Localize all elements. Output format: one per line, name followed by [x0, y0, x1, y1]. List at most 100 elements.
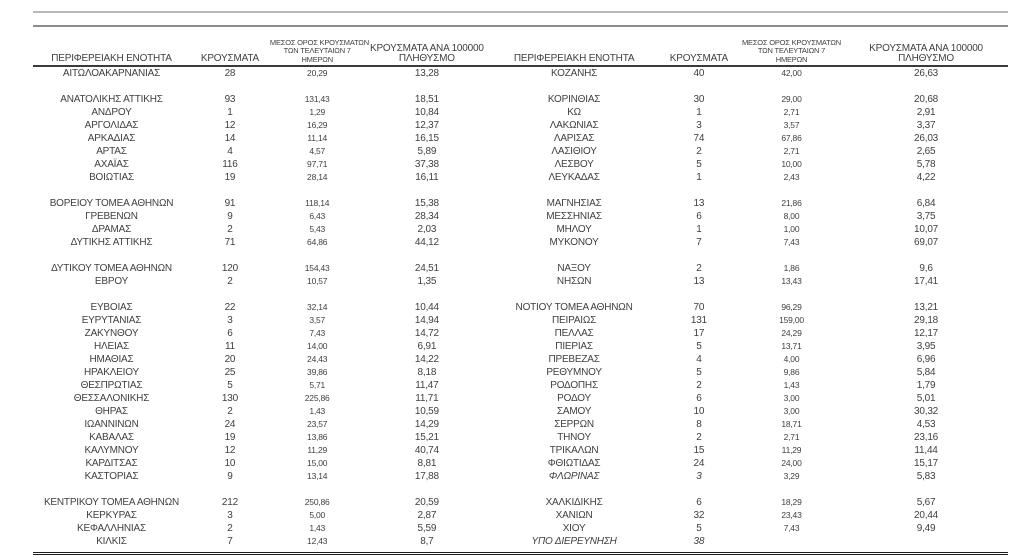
left-avg7-cell: 5,00	[309, 510, 326, 520]
right-region-cell: ΠΕΙΡΑΙΩΣ	[552, 315, 597, 326]
table-row: ΔΥΤΙΚΟΥ ΤΟΜΕΑ ΑΘΗΝΩΝ 120 154,43 24,51 ΝΑΞΟΥ 2…	[33, 262, 1008, 275]
right-region-cell: ΡΟΔΟΥ	[557, 393, 591, 404]
right-per100k-cell: 20,44	[914, 510, 939, 521]
right-per100k-cell: 20,68	[914, 94, 939, 105]
left-avg7-cell	[270, 184, 365, 197]
header-per100k-left-line2: ΠΛΗΘΥΣΜΟ	[398, 53, 455, 64]
left-cases-cell: 3	[227, 315, 233, 326]
right-per100k-cell: 5,83	[916, 471, 936, 482]
right-region-cell: ΛΑΚΩΝΙΑΣ	[549, 120, 599, 131]
left-cases-cell	[190, 249, 270, 262]
right-region-cell: ΦΘΙΩΤΙΔΑΣ	[547, 458, 601, 469]
right-region-cell: ΧΑΝΙΩΝ	[555, 510, 593, 521]
right-per100k-cell: 5,84	[916, 367, 936, 378]
left-cases-cell: 5	[227, 380, 233, 391]
top-rule-dark	[33, 25, 1008, 27]
right-region-cell	[489, 249, 659, 262]
left-avg7-cell: 24,43	[307, 354, 328, 364]
right-avg7-cell: 11,29	[781, 445, 802, 455]
right-cases-cell: 32	[693, 510, 705, 521]
left-region-cell: ΚΕΝΤΡΙΚΟΥ ΤΟΜΕΑ ΑΘΗΝΩΝ	[43, 497, 180, 508]
right-region-cell: ΚΟΡΙΝΘΙΑΣ	[547, 94, 601, 105]
left-avg7-cell: 4,57	[309, 146, 326, 156]
right-avg7-cell	[739, 288, 844, 301]
left-region-cell: ΑΙΤΩΛΟΑΚΑΡΝΑΝΙΑΣ	[62, 68, 161, 79]
left-cases-cell: 2	[227, 523, 233, 534]
left-region-cell: ΚΕΦΑΛΛΗΝΙΑΣ	[77, 523, 146, 534]
header-avg7-right: ΜΕΣΟΣ ΟΡΟΣ ΚΡΟΥΣΜΑΤΩΝ ΤΩΝ ΤΕΛΕΥΤΑΙΩΝ 7 Η…	[739, 38, 844, 65]
right-cases-cell: 10	[693, 406, 705, 417]
left-region-cell: ΙΩΑΝΝΙΝΩΝ	[84, 419, 139, 430]
header-region-left: ΠΕΡΙΦΕΡΕΙΑΚΗ ΕΝΟΤΗΤΑ	[51, 53, 172, 64]
right-region-cell	[489, 80, 659, 93]
right-region-cell: ΜΗΛΟΥ	[556, 224, 592, 235]
table-row: ΚΑΒΑΛΑΣ 19 13,86 15,21 ΤΗΝΟΥ 2 2,71 23,16	[33, 431, 1008, 444]
left-region-cell: ΚΑΛΥΜΝΟΥ	[84, 445, 139, 456]
left-avg7-cell: 20,29	[307, 68, 328, 78]
right-region-cell	[489, 288, 659, 301]
header-per100k-left: ΚΡΟΥΣΜΑΤΑ ΑΝΑ 100000 ΠΛΗΘΥΣΜΟ	[364, 44, 489, 64]
left-region-cell: ΚΙΛΚΙΣ	[96, 536, 127, 547]
left-per100k-cell: 10,59	[414, 406, 439, 417]
header-avg7-right-line2: ΤΩΝ ΤΕΛΕΥΤΑΙΩΝ 7	[757, 46, 826, 55]
table-row: ΖΑΚΥΝΘΟΥ 6 7,43 14,72 ΠΕΛΛΑΣ 17 24,29 12,17	[33, 327, 1008, 340]
left-cases-cell: 12	[224, 445, 236, 456]
table-row: ΙΩΑΝΝΙΝΩΝ 24 23,57 14,29 ΣΕΡΡΩΝ 8 18,71 4,53	[33, 418, 1008, 431]
table-row: ΒΟΙΩΤΙΑΣ 19 28,14 16,11 ΛΕΥΚΑΔΑΣ 1 2,43 4,22	[33, 171, 1008, 184]
left-avg7-cell: 13,86	[307, 432, 328, 442]
table-row: ΘΕΣΣΑΛΟΝΙΚΗΣ 130 225,86 11,71 ΡΟΔΟΥ 6 3,00 5,01	[33, 392, 1008, 405]
right-per100k-cell: 30,32	[914, 406, 939, 417]
left-avg7-cell: 7,43	[309, 328, 326, 338]
right-per100k-cell: 11,44	[914, 445, 938, 456]
right-cases-cell: 6	[696, 211, 702, 222]
left-per100k-cell: 40,74	[414, 445, 439, 456]
table-row: ΓΡΕΒΕΝΩΝ 9 6,43 28,34 ΜΕΣΣΗΝΙΑΣ 6 8,00 3,75	[33, 210, 1008, 223]
left-region-cell: ΗΜΑΘΙΑΣ	[89, 354, 134, 365]
left-region-cell: ΓΡΕΒΕΝΩΝ	[85, 211, 138, 222]
right-avg7-cell: 2,43	[783, 172, 800, 182]
right-region-cell: ΦΛΩΡΙΝΑΣ	[548, 471, 600, 482]
right-region-cell: ΣΑΜΟΥ	[556, 406, 592, 417]
left-region-cell: ΑΡΓΟΛΙΔΑΣ	[84, 120, 139, 131]
right-per100k-cell: 9,49	[916, 523, 936, 534]
right-avg7-cell: 7,43	[783, 523, 800, 533]
left-region-cell: ΔΥΤΙΚΟΥ ΤΟΜΕΑ ΑΘΗΝΩΝ	[51, 263, 172, 274]
right-cases-cell	[659, 249, 739, 262]
header-per100k-right-line1: ΚΡΟΥΣΜΑΤΑ ΑΝΑ 100000	[869, 43, 983, 54]
left-avg7-cell: 250,86	[304, 497, 330, 507]
right-avg7-cell: 10,00	[781, 159, 802, 169]
left-avg7-cell	[270, 288, 365, 301]
right-cases-cell: 1	[696, 172, 702, 183]
right-avg7-cell: 9,86	[783, 367, 800, 377]
left-per100k-cell: 16,15	[414, 133, 439, 144]
right-cases-cell: 3	[696, 471, 702, 482]
left-avg7-cell	[270, 249, 365, 262]
right-cases-cell: 6	[696, 393, 702, 404]
left-cases-cell: 25	[224, 367, 236, 378]
right-per100k-cell: 1,79	[916, 380, 936, 391]
right-cases-cell: 70	[693, 302, 705, 313]
right-avg7-cell: 4,00	[783, 354, 800, 364]
left-cases-cell: 2	[227, 406, 233, 417]
left-avg7-cell: 5,43	[309, 224, 326, 234]
right-per100k-cell: 4,22	[916, 172, 936, 183]
right-per100k-cell: 29,18	[914, 315, 939, 326]
header-region-right: ΠΕΡΙΦΕΡΕΙΑΚΗ ΕΝΟΤΗΤΑ	[513, 53, 635, 64]
right-cases-cell: 5	[696, 159, 702, 170]
right-region-cell: ΡΕΘΥΜΝΟΥ	[546, 367, 602, 378]
right-avg7-cell: 159,00	[779, 315, 804, 325]
right-avg7-cell	[739, 483, 844, 496]
right-per100k-cell: 3,95	[916, 341, 936, 352]
right-avg7-cell: 1,43	[783, 380, 800, 390]
right-avg7-cell: 2,71	[783, 146, 800, 156]
right-per100k-cell	[844, 249, 1008, 262]
left-region-cell: ΕΥΒΟΙΑΣ	[90, 302, 133, 313]
left-per100k-cell	[364, 80, 489, 93]
left-region-cell: ΒΟΡΕΙΟΥ ΤΟΜΕΑ ΑΘΗΝΩΝ	[49, 198, 174, 209]
left-cases-cell: 2	[227, 224, 233, 235]
left-per100k-cell: 10,44	[414, 302, 439, 313]
left-cases-cell: 130	[221, 393, 238, 404]
right-cases-cell: 6	[696, 497, 702, 508]
left-region-cell	[33, 249, 190, 262]
table-row: ΕΥΡΥΤΑΝΙΑΣ 3 3,57 14,94 ΠΕΙΡΑΙΩΣ 131 159,00 29,…	[33, 314, 1008, 327]
